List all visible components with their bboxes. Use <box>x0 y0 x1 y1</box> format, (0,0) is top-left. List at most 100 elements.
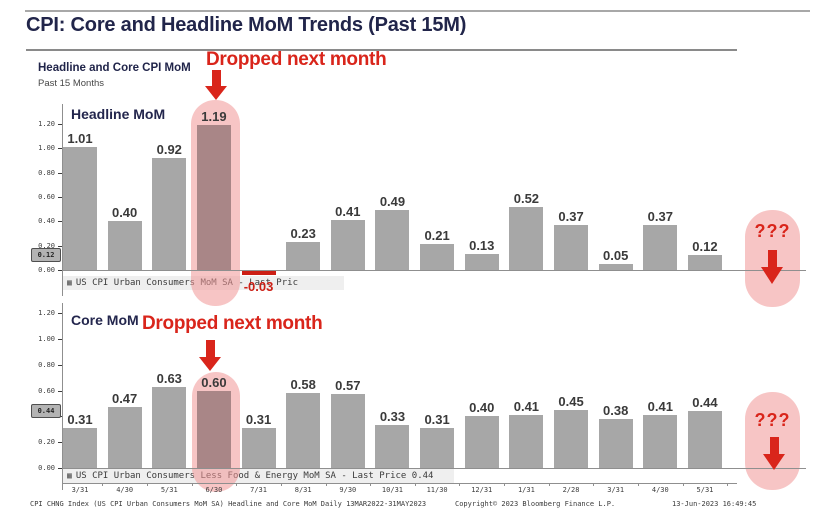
x-tick-label: 1/31 <box>517 486 535 494</box>
x-tick-mark <box>504 483 506 486</box>
down-arrow-icon <box>763 454 785 470</box>
bar-value-label: 0.92 <box>156 142 182 158</box>
legend-core: ▦ US CPI Urban Consumers Less Food & Ene… <box>62 469 454 483</box>
bar-value-label: 0.44 <box>692 395 718 411</box>
y-tick-mark <box>58 124 62 125</box>
chart-header-title: Headline and Core CPI MoM <box>38 62 191 74</box>
bar <box>196 390 231 468</box>
bar-value-label: 0.37 <box>558 208 584 224</box>
x-tick-label: 7/31 <box>250 486 267 494</box>
down-arrow-icon <box>205 86 227 100</box>
bar-value-label: 0.23 <box>290 226 316 242</box>
x-tick-mark <box>727 483 729 486</box>
down-arrow-icon <box>761 267 783 284</box>
bar-value-label: 0.33 <box>379 409 406 425</box>
y-tick-mark <box>58 338 62 340</box>
x-tick-label: 10/31 <box>381 486 403 494</box>
bar <box>598 418 633 468</box>
y-tick-mark <box>58 468 62 469</box>
y-tick-mark <box>58 197 62 198</box>
bar <box>152 386 187 468</box>
legend-grid-icon: ▦ <box>67 471 72 480</box>
bar-value-label: 0.05 <box>603 247 629 263</box>
x-tick-label: 12/31 <box>471 486 493 494</box>
legend-grid-icon: ▦ <box>67 278 72 287</box>
legend-headline-text: US CPI Urban Consumers MoM SA - Last Pri… <box>75 278 298 288</box>
bar-value-label: 0.47 <box>111 391 138 407</box>
bar <box>643 224 678 270</box>
x-tick-mark <box>325 483 327 486</box>
bar-value-label: -0.03 <box>243 279 274 294</box>
x-tick-mark <box>102 483 104 486</box>
zero-line <box>62 468 806 469</box>
top-divider <box>25 10 810 12</box>
y-tick-mark <box>58 221 62 223</box>
y-tick-label: 0.60 <box>38 193 55 201</box>
x-tick-label: 9/30 <box>339 486 357 494</box>
y-tick-label: 0.00 <box>38 464 55 472</box>
bar <box>107 407 142 468</box>
down-arrow-icon <box>199 357 221 371</box>
bar <box>286 242 321 270</box>
y-tick-label: 0.80 <box>38 360 55 369</box>
annotation-dropped-core: Dropped next month <box>142 313 323 334</box>
x-tick-mark <box>593 483 595 486</box>
chart-title-headline: Headline MoM <box>71 106 166 122</box>
bar <box>375 210 410 270</box>
y-axis-line <box>62 104 63 296</box>
y-tick-mark <box>58 172 62 174</box>
bar <box>196 125 231 270</box>
footer-index-info: CPI CHNG Index (US CPI Urban Consumers M… <box>30 500 427 508</box>
page-title: CPI: Core and Headline MoM Trends (Past … <box>26 14 467 36</box>
y-tick-label: 0.80 <box>38 168 55 177</box>
x-tick-label: 5/31 <box>696 486 714 494</box>
down-arrow-icon <box>768 250 777 267</box>
y-axis-line <box>62 303 63 490</box>
x-tick-label: 4/30 <box>651 486 669 494</box>
bar <box>687 411 722 468</box>
bar-value-label: 1.01 <box>67 131 93 147</box>
x-tick-label: 2/28 <box>562 486 580 494</box>
bar <box>107 221 142 270</box>
x-tick-label: 5/31 <box>160 486 178 494</box>
x-tick-mark <box>191 483 193 486</box>
x-tick-label: 4/30 <box>116 486 134 494</box>
bar <box>509 415 544 468</box>
bar <box>330 394 365 468</box>
down-arrow-icon <box>770 437 779 454</box>
x-tick-mark <box>280 483 282 486</box>
footer-copyright: Copyright© 2023 Bloomberg Finance L.P. <box>455 500 616 508</box>
bar-value-label: 0.40 <box>111 205 138 221</box>
bar-value-label: 0.38 <box>603 402 629 418</box>
bar-value-label: 0.57 <box>335 378 361 394</box>
bar <box>63 427 97 468</box>
future-unknown-core: ??? <box>754 410 791 430</box>
x-tick-mark <box>146 483 148 486</box>
y-tick-mark <box>58 364 62 366</box>
bar <box>687 255 722 270</box>
x-tick-mark <box>236 483 238 486</box>
zero-line <box>62 270 806 271</box>
x-tick-mark <box>414 483 416 486</box>
chart-title-core: Core MoM <box>71 312 139 328</box>
down-arrow-icon <box>212 70 221 86</box>
x-tick-label: 3/31 <box>71 486 89 494</box>
y-tick-mark <box>58 245 62 247</box>
bar <box>63 147 97 270</box>
x-tick-label: 11/30 <box>426 486 448 494</box>
y-tick-label: 0.60 <box>38 386 55 395</box>
bar-value-label: 0.45 <box>558 393 584 409</box>
last-price-tag: 0.44 <box>31 404 61 418</box>
bar-value-label: 0.41 <box>647 399 673 415</box>
legend-core-text: US CPI Urban Consumers Less Food & Energ… <box>75 471 434 481</box>
x-tick-label: 3/31 <box>607 486 625 494</box>
bar <box>375 425 410 468</box>
y-tick-mark <box>58 313 62 314</box>
bar <box>643 415 678 468</box>
bar-value-label: 0.60 <box>201 374 227 390</box>
y-tick-label: 1.00 <box>38 334 55 343</box>
bar-value-label: 0.41 <box>513 399 540 415</box>
bar <box>464 416 499 468</box>
bar-value-label: 0.31 <box>67 411 93 427</box>
bar <box>286 393 321 468</box>
